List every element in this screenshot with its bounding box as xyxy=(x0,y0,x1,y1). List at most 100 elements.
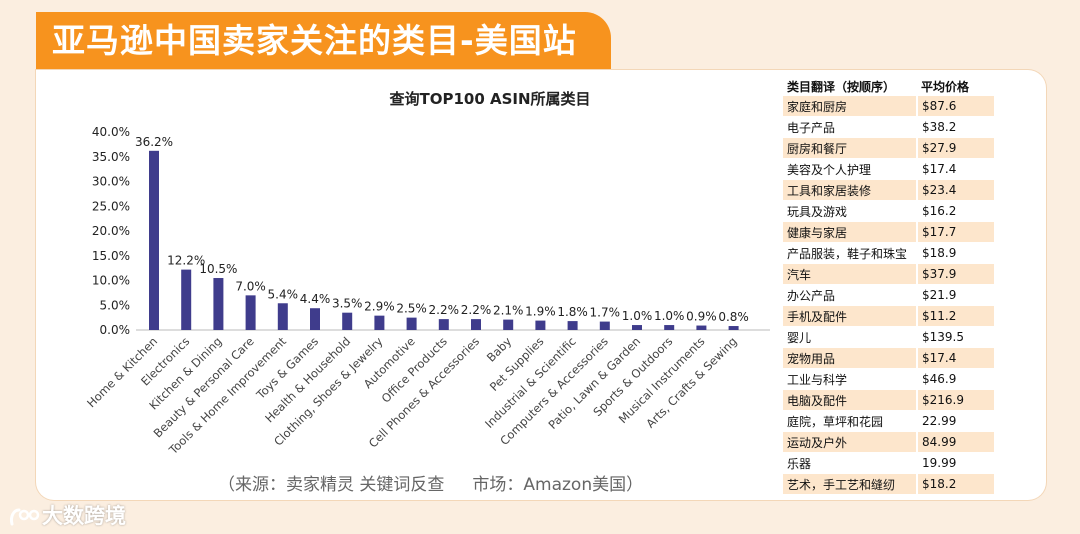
category-cell: 电脑及配件 xyxy=(783,389,917,411)
table-row: 产品服装，鞋子和珠宝 $18.9 xyxy=(783,242,994,264)
table-row: 运动及户外 84.99 xyxy=(783,431,994,453)
y-tick-label: 10.0% xyxy=(92,274,130,288)
price-cell: $11.2 xyxy=(916,305,994,327)
bar xyxy=(503,319,514,330)
bar xyxy=(342,312,353,330)
price-cell: $27.9 xyxy=(916,137,994,159)
table-row: 工业与科学 $46.9 xyxy=(783,368,994,390)
table-row: 美容及个人护理 $17.4 xyxy=(783,158,994,180)
table-row: 手机及配件 $11.2 xyxy=(783,305,994,327)
y-tick-label: 30.0% xyxy=(92,175,130,189)
bar xyxy=(632,325,642,330)
category-cell: 艺术，手工艺和缝纫 xyxy=(783,473,917,494)
price-cell: $216.9 xyxy=(916,389,994,411)
header-avg-price: 平均价格 xyxy=(917,77,994,96)
price-cell: 84.99 xyxy=(916,431,994,453)
category-cell: 乐器 xyxy=(783,452,917,474)
header-category: 类目翻译（按顺序） xyxy=(783,77,917,96)
table-row: 艺术，手工艺和缝纫 $18.2 xyxy=(783,473,994,494)
y-tick-label: 5.0% xyxy=(100,298,131,312)
bar xyxy=(245,295,256,330)
bar xyxy=(438,319,449,330)
data-label: 2.5% xyxy=(396,302,427,316)
price-cell: $17.4 xyxy=(916,347,994,369)
category-cell: 工业与科学 xyxy=(783,368,917,390)
bar xyxy=(599,321,610,330)
table-row: 电脑及配件 $216.9 xyxy=(783,389,994,411)
price-cell: $16.2 xyxy=(916,200,994,222)
price-cell: $21.9 xyxy=(916,284,994,306)
price-cell: $139.5 xyxy=(916,326,994,348)
bar xyxy=(664,325,675,330)
y-tick-label: 35.0% xyxy=(92,150,130,164)
bar xyxy=(471,319,481,330)
category-cell: 电子产品 xyxy=(783,116,917,138)
y-tick-label: 0.0% xyxy=(100,323,131,337)
bar xyxy=(728,326,739,330)
category-cell: 家庭和厨房 xyxy=(783,95,917,117)
data-label: 1.0% xyxy=(654,309,685,323)
price-cell: $17.4 xyxy=(916,158,994,180)
data-label: 3.5% xyxy=(332,297,363,311)
title-banner xyxy=(36,12,611,70)
y-tick-label: 20.0% xyxy=(92,224,130,238)
category-cell: 厨房和餐厅 xyxy=(783,137,917,159)
price-cell: 22.99 xyxy=(916,410,994,432)
data-label: 2.9% xyxy=(364,300,395,314)
category-cell: 庭院，草坪和花园 xyxy=(783,410,917,432)
category-cell: 宠物用品 xyxy=(783,347,917,369)
table-row: 工具和家居装修 $23.4 xyxy=(783,179,994,201)
price-table: 类目翻译（按顺序） 平均价格 家庭和厨房 $87.6 电子产品 $38.2 厨房和餐厅 $… xyxy=(783,77,994,494)
category-cell: 运动及户外 xyxy=(783,431,917,453)
logo-text: 大数跨境 xyxy=(42,504,126,528)
table-row: 庭院，草坪和花园 22.99 xyxy=(783,410,994,432)
data-label: 12.2% xyxy=(167,254,205,268)
price-cell: $37.9 xyxy=(916,263,994,285)
data-label: 10.5% xyxy=(199,262,237,276)
category-cell: 办公产品 xyxy=(783,284,917,306)
data-label: 1.9% xyxy=(525,305,556,319)
market-text: 市场：Amazon美国） xyxy=(472,475,644,495)
y-tick-label: 25.0% xyxy=(92,199,130,213)
bar xyxy=(374,315,385,330)
y-tick-label: 40.0% xyxy=(92,125,130,139)
price-cell: $18.2 xyxy=(916,473,994,494)
table-row: 汽车 $37.9 xyxy=(783,263,994,285)
data-label: 4.4% xyxy=(300,292,331,306)
table-row: 乐器 19.99 xyxy=(783,452,994,474)
source-text: （来源：卖家精灵 关键词反查 xyxy=(218,475,445,495)
data-label: 5.4% xyxy=(268,287,299,301)
bar xyxy=(277,303,288,330)
price-cell: $87.6 xyxy=(916,95,994,117)
bar xyxy=(181,269,192,330)
data-label: 1.0% xyxy=(622,309,653,323)
price-cell: 19.99 xyxy=(916,452,994,474)
bar xyxy=(406,317,417,330)
table-row: 厨房和餐厅 $27.9 xyxy=(783,137,994,159)
table-row: 婴儿 $139.5 xyxy=(783,326,994,348)
price-table-header: 类目翻译（按顺序） 平均价格 xyxy=(783,77,994,96)
category-cell: 婴儿 xyxy=(783,326,917,348)
logo-icon xyxy=(10,508,40,526)
brand-logo: 大数跨境 xyxy=(8,502,126,530)
table-row: 健康与家居 $17.7 xyxy=(783,221,994,243)
table-row: 玩具及游戏 $16.2 xyxy=(783,200,994,222)
data-label: 1.8% xyxy=(557,305,588,319)
category-cell: 健康与家居 xyxy=(783,221,917,243)
y-tick-label: 15.0% xyxy=(92,249,130,263)
bar xyxy=(567,321,578,330)
table-row: 电子产品 $38.2 xyxy=(783,116,994,138)
table-row: 宠物用品 $17.4 xyxy=(783,347,994,369)
data-label: 2.2% xyxy=(429,303,460,317)
data-label: 0.9% xyxy=(686,310,717,324)
chart-title: 查询TOP100 ASIN所属类目 xyxy=(389,90,591,108)
category-cell: 玩具及游戏 xyxy=(783,200,917,222)
data-label: 0.8% xyxy=(718,310,749,324)
price-cell: $17.7 xyxy=(916,221,994,243)
category-cell: 美容及个人护理 xyxy=(783,158,917,180)
bar xyxy=(696,325,707,330)
category-cell: 工具和家居装修 xyxy=(783,179,917,201)
bar xyxy=(535,320,546,330)
bar-chart: 0.0% 5.0% 10.0% 15.0% 20.0% 25.0% 30.0% 35.0% 40… xyxy=(84,125,770,458)
category-cell: 汽车 xyxy=(783,263,917,285)
